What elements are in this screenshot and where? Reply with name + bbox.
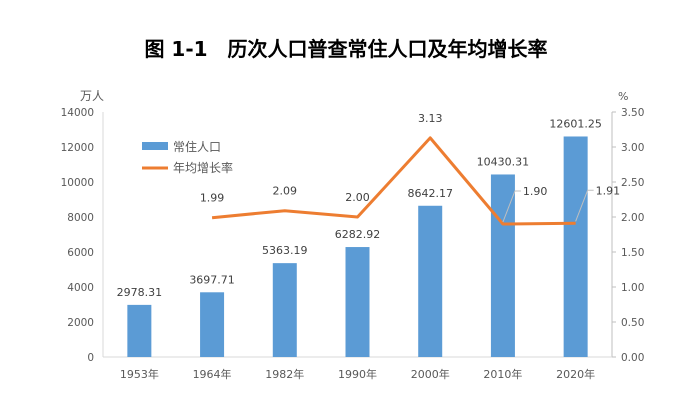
legend-line-label: 年均增长率 <box>173 160 233 175</box>
x-tick-label: 1964年 <box>193 367 232 381</box>
bar-population <box>490 174 515 357</box>
bar-population <box>345 247 370 357</box>
bar-data-label: 12601.25 <box>549 117 602 130</box>
left-axis-label: 万人 <box>80 89 104 103</box>
x-tick-label: 1953年 <box>120 367 159 381</box>
left-tick-label: 4000 <box>67 282 94 294</box>
bar-data-label: 10430.31 <box>477 155 530 168</box>
x-tick-label: 2000年 <box>411 367 450 381</box>
chart-title: 图 1-1 历次人口普查常住人口及年均增长率 <box>144 37 547 61</box>
bar-data-label: 2978.31 <box>117 286 163 299</box>
line-data-label: 3.13 <box>418 112 443 125</box>
bar-population <box>200 292 225 357</box>
left-tick-label: 6000 <box>67 247 94 259</box>
legend-bar-swatch <box>142 142 168 150</box>
right-tick-label: 1.50 <box>621 247 644 259</box>
bar-data-label: 6282.92 <box>335 228 381 241</box>
leader-line <box>502 190 521 223</box>
bar-population <box>272 263 297 357</box>
right-axis-label: % <box>618 90 628 103</box>
right-tick-label: 0.00 <box>621 352 644 364</box>
left-tick-label: 0 <box>87 352 94 364</box>
bar-data-label: 8642.17 <box>407 187 453 200</box>
x-tick-label: 1982年 <box>265 367 304 381</box>
right-tick-label: 0.50 <box>621 317 644 329</box>
line-data-label: 2.00 <box>345 191 370 204</box>
right-tick-label: 3.50 <box>621 107 644 119</box>
legend-bar-label: 常住人口 <box>173 140 221 154</box>
line-growth-rate <box>211 136 576 226</box>
right-tick-label: 2.50 <box>621 177 644 189</box>
bar-population <box>418 205 443 357</box>
x-tick-label: 2010年 <box>483 367 522 381</box>
line-data-label: 2.09 <box>273 185 298 198</box>
right-tick-label: 2.00 <box>621 212 644 224</box>
x-tick-label: 1990年 <box>338 367 377 381</box>
left-tick-label: 2000 <box>67 317 94 329</box>
right-tick-label: 3.00 <box>621 142 644 154</box>
bar-population <box>127 304 152 357</box>
leader-line <box>575 189 594 222</box>
left-tick-label: 10000 <box>61 177 94 189</box>
left-tick-label: 8000 <box>67 212 94 224</box>
line-data-label: 1.91 <box>596 184 621 197</box>
left-tick-label: 14000 <box>61 107 94 119</box>
x-tick-label: 2020年 <box>556 367 595 381</box>
bar-population <box>563 136 588 357</box>
right-tick-label: 1.00 <box>621 282 644 294</box>
line-data-label: 1.99 <box>200 192 225 205</box>
bar-data-label: 3697.71 <box>189 273 235 286</box>
bar-data-label: 5363.19 <box>262 244 308 257</box>
left-tick-label: 12000 <box>61 142 94 154</box>
line-data-label: 1.90 <box>523 185 548 198</box>
